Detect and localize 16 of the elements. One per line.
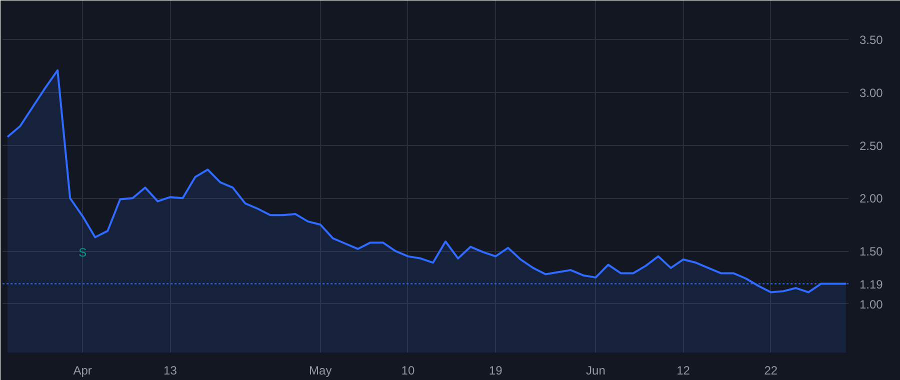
x-tick-label: 19 bbox=[488, 364, 503, 378]
ref-line-label: 1.19 bbox=[860, 277, 884, 292]
y-tick-label: 3.50 bbox=[860, 33, 884, 48]
x-tick-label: Jun bbox=[586, 364, 606, 378]
x-tick-label: 10 bbox=[401, 364, 415, 378]
y-tick-label: 2.50 bbox=[860, 138, 884, 153]
x-tick-label: 12 bbox=[676, 364, 690, 378]
x-tick-label: May bbox=[309, 364, 332, 378]
annotation: S bbox=[78, 246, 87, 260]
y-tick-label: 1.00 bbox=[860, 297, 884, 312]
x-tick-label: Apr bbox=[73, 364, 92, 378]
y-tick-label: 3.00 bbox=[860, 86, 884, 100]
x-tick-label: 13 bbox=[164, 364, 178, 378]
y-tick-label: 2.00 bbox=[860, 192, 884, 206]
y-tick-label: 1.50 bbox=[860, 244, 884, 259]
x-tick-label: 22 bbox=[764, 364, 778, 378]
